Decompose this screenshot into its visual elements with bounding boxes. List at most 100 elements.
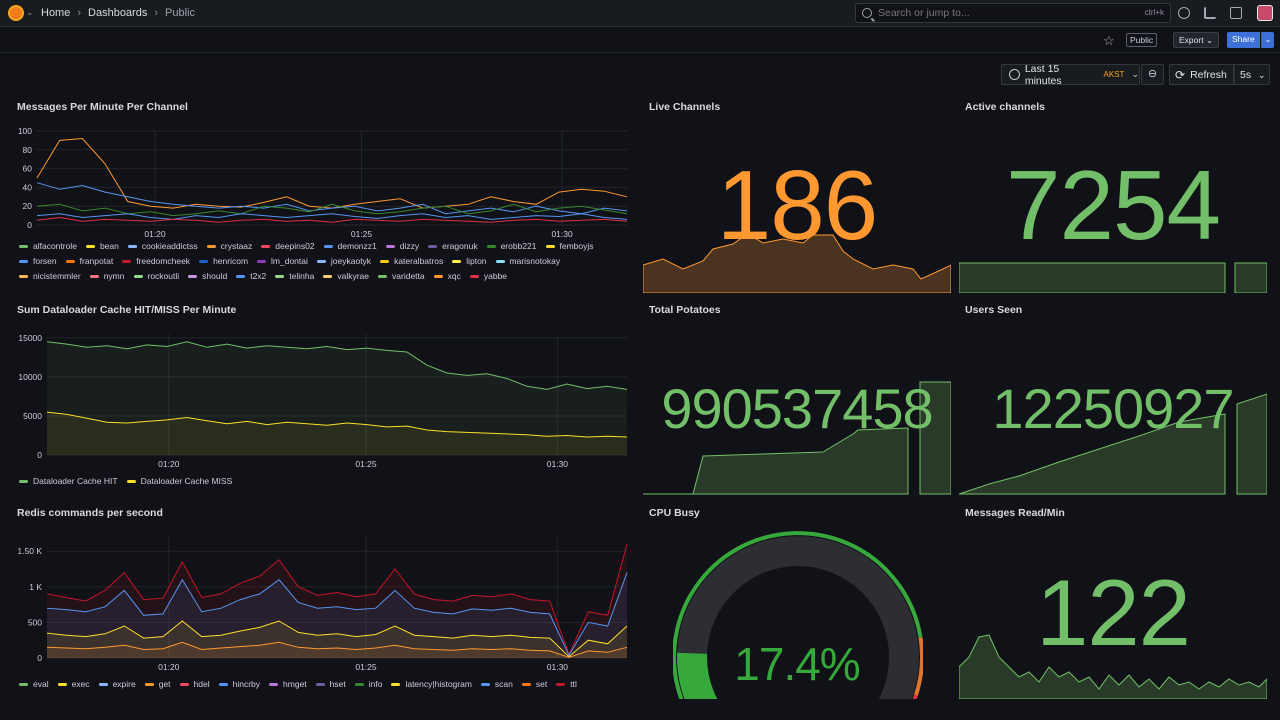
legend-item[interactable]: demonzz1 bbox=[323, 241, 377, 251]
legend-swatch bbox=[428, 244, 438, 248]
legend-label: erobb221 bbox=[500, 241, 537, 251]
legend-item[interactable]: eval bbox=[19, 679, 49, 689]
chevron-down-icon[interactable]: ⌄ bbox=[26, 7, 34, 17]
y-tick-label: 5000 bbox=[23, 411, 42, 421]
top-navbar: ⌄ Home › Dashboards › Public ctrl+k bbox=[0, 0, 1280, 27]
gauge-value: 17.4% bbox=[734, 638, 860, 690]
legend-item[interactable]: henricom bbox=[199, 256, 248, 266]
legend-item[interactable]: Dataloader Cache MISS bbox=[126, 476, 233, 486]
legend-label: Dataloader Cache MISS bbox=[140, 476, 233, 486]
search-input[interactable] bbox=[878, 7, 1118, 19]
legend-swatch bbox=[380, 259, 390, 263]
legend-item[interactable]: dizzy bbox=[385, 241, 419, 251]
legend-item[interactable]: ttl bbox=[556, 679, 577, 689]
legend-item[interactable]: franpotat bbox=[65, 256, 114, 266]
panel-title: CPU Busy bbox=[649, 507, 700, 519]
zoom-out-icon: ⊖ bbox=[1147, 68, 1158, 80]
legend-item[interactable]: exec bbox=[57, 679, 90, 689]
breadcrumb-dashboards[interactable]: Dashboards bbox=[88, 7, 148, 19]
legend-item[interactable]: Dataloader Cache HIT bbox=[19, 476, 118, 486]
legend-item[interactable]: cookieaddictss bbox=[127, 241, 198, 251]
legend-label: henricom bbox=[213, 256, 249, 266]
time-range-picker[interactable]: Last 15 minutes AKST ⌄ bbox=[1001, 63, 1140, 87]
legend-item[interactable]: info bbox=[354, 679, 382, 689]
legend-label: t2x2 bbox=[250, 271, 267, 281]
legend-item[interactable]: hmget bbox=[269, 679, 307, 689]
legend-item[interactable]: forsen bbox=[19, 256, 57, 266]
kiosk-mode-icon[interactable] bbox=[1230, 7, 1242, 19]
legend-item[interactable]: lipton bbox=[452, 256, 487, 266]
legend-item[interactable]: yabbe bbox=[469, 271, 508, 281]
legend-item[interactable]: valkyrae bbox=[323, 271, 369, 281]
legend-item[interactable]: kateralbatros bbox=[380, 256, 443, 266]
legend-item[interactable]: hset bbox=[315, 679, 346, 689]
breadcrumb-home[interactable]: Home bbox=[41, 7, 71, 19]
star-icon[interactable]: ☆ bbox=[1103, 33, 1115, 48]
chevron-down-icon: ⌄ bbox=[1131, 69, 1139, 79]
help-icon[interactable] bbox=[1178, 7, 1190, 19]
legend-label: cookieaddictss bbox=[141, 241, 198, 251]
legend-item[interactable]: scan bbox=[480, 679, 513, 689]
legend-item[interactable]: hdel bbox=[179, 679, 210, 689]
legend-label: ttl bbox=[570, 679, 577, 689]
legend-swatch bbox=[354, 682, 364, 686]
legend-item[interactable]: marisnotokay bbox=[495, 256, 560, 266]
legend-item[interactable]: rockoutli bbox=[133, 271, 179, 281]
legend-item[interactable]: nicistemmler bbox=[19, 271, 81, 281]
refresh-interval-select[interactable]: 5s ⌄ bbox=[1234, 64, 1270, 85]
legend-item[interactable]: get bbox=[144, 679, 171, 689]
legend-item[interactable]: varidetta bbox=[378, 271, 425, 281]
legend-swatch bbox=[316, 259, 326, 263]
legend-item[interactable]: lm_dontai bbox=[257, 256, 308, 266]
legend-item[interactable]: t2x2 bbox=[236, 271, 266, 281]
legend-item[interactable]: xqc bbox=[433, 271, 461, 281]
legend-swatch bbox=[65, 259, 75, 263]
legend-item[interactable]: alfacontrole bbox=[19, 241, 77, 251]
series-line bbox=[36, 216, 628, 223]
legend-swatch bbox=[188, 274, 198, 278]
legend-item[interactable]: crystaaz bbox=[206, 241, 252, 251]
legend-item[interactable]: nymn bbox=[89, 271, 125, 281]
panel-live-channels: Live Channels 186 bbox=[643, 101, 951, 293]
y-tick-label: 0 bbox=[37, 450, 42, 460]
legend-item[interactable]: bean bbox=[85, 241, 119, 251]
legend-item[interactable]: expire bbox=[98, 679, 136, 689]
legend-label: yabbe bbox=[483, 271, 508, 281]
avatar[interactable] bbox=[1257, 5, 1273, 21]
share-dropdown-button[interactable]: ⌄ bbox=[1261, 32, 1274, 48]
legend-label: scan bbox=[494, 679, 513, 689]
x-tick-label: 01:30 bbox=[551, 229, 573, 239]
legend-swatch bbox=[218, 682, 228, 686]
legend-label: should bbox=[202, 271, 228, 281]
grafana-logo-icon[interactable] bbox=[8, 5, 24, 21]
legend-item[interactable]: set bbox=[521, 679, 547, 689]
legend-item[interactable]: erobb221 bbox=[486, 241, 537, 251]
legend-item[interactable]: eragonuk bbox=[428, 241, 478, 251]
y-tick-label: 20 bbox=[23, 201, 33, 211]
zoom-out-button[interactable]: ⊖ bbox=[1141, 64, 1164, 85]
legend-label: kateralbatros bbox=[394, 256, 444, 266]
legend-item[interactable]: joeykaotyk bbox=[316, 256, 371, 266]
panel-title: Messages Read/Min bbox=[965, 507, 1065, 519]
export-button[interactable]: Export ⌄ bbox=[1173, 32, 1220, 48]
y-tick-label: 1.50 K bbox=[17, 546, 42, 556]
news-feed-icon[interactable] bbox=[1204, 7, 1216, 19]
refresh-button[interactable]: ⟳ Refresh bbox=[1169, 64, 1234, 85]
gauge-threshold-green bbox=[673, 531, 923, 699]
legend-item[interactable]: latency|histogram bbox=[391, 679, 472, 689]
series-line bbox=[46, 543, 628, 656]
x-tick-label: 01:20 bbox=[158, 459, 180, 469]
legend-item[interactable]: deepins02 bbox=[261, 241, 315, 251]
y-tick-label: 15000 bbox=[18, 333, 42, 343]
legend-item[interactable]: telinha bbox=[275, 271, 314, 281]
legend-item[interactable]: femboyjs bbox=[545, 241, 594, 251]
legend-item[interactable]: should bbox=[188, 271, 227, 281]
search-box[interactable]: ctrl+k bbox=[855, 3, 1171, 23]
legend-label: franpotat bbox=[79, 256, 114, 266]
legend-item[interactable]: freedomcheek bbox=[122, 256, 190, 266]
share-button[interactable]: Share bbox=[1227, 32, 1260, 48]
legend-swatch bbox=[385, 244, 395, 248]
search-icon bbox=[862, 8, 872, 18]
legend-item[interactable]: hincrby bbox=[218, 679, 260, 689]
